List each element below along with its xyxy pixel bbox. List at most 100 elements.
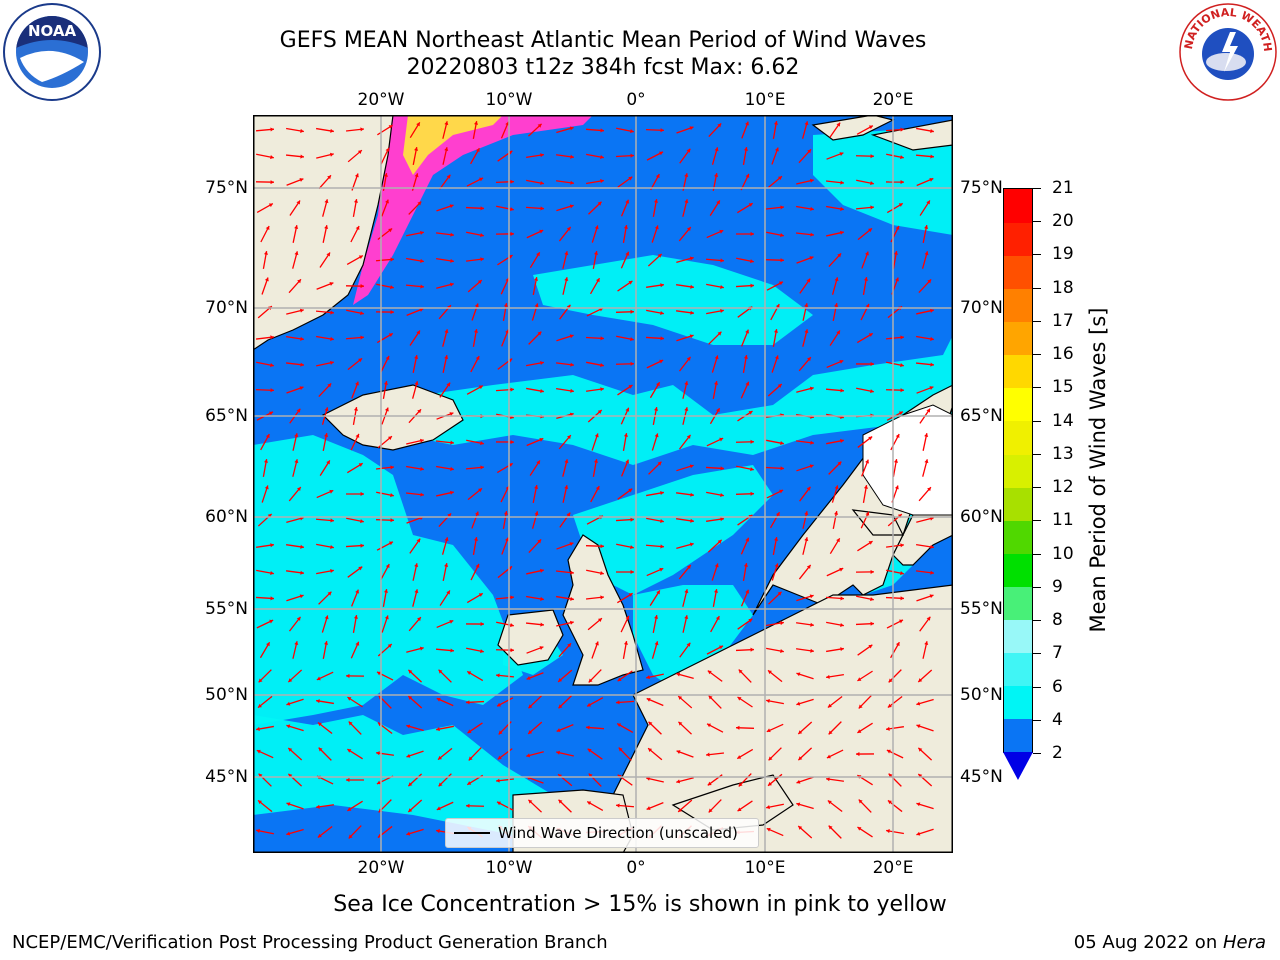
arrow-head (594, 251, 599, 255)
wind-wave-arrow (256, 569, 274, 576)
wind-wave-arrow (438, 773, 452, 787)
wind-wave-arrow (825, 388, 845, 393)
arrow-head (537, 331, 542, 336)
arrow-head (630, 309, 634, 314)
arrow-head (900, 155, 904, 160)
legend-line-swatch (454, 832, 490, 834)
colorbar-tick-label: 16 (1052, 344, 1074, 365)
arrow-head (719, 229, 724, 234)
wind-wave-arrow (646, 491, 664, 497)
arrow-head (449, 282, 454, 287)
arrow-head (316, 804, 320, 809)
arrow-head (870, 181, 874, 186)
wind-wave-arrow (407, 799, 423, 813)
arrow-head (473, 537, 478, 541)
wind-wave-arrow (922, 225, 929, 243)
wind-wave-arrow (588, 201, 602, 215)
arrow-head (810, 206, 814, 211)
colorbar-tick-label: 4 (1052, 709, 1063, 730)
arrow-head (930, 362, 934, 367)
arrow-head (534, 277, 539, 281)
arrow-head (534, 485, 539, 489)
wind-wave-arrow (857, 670, 873, 682)
wind-wave-arrow (375, 257, 395, 262)
wind-wave-arrow (352, 199, 359, 217)
wind-wave-arrow (289, 200, 301, 216)
arrow-head (480, 649, 484, 654)
arrow-head (270, 180, 274, 185)
wind-wave-arrow (377, 124, 393, 136)
wind-wave-arrow (586, 697, 604, 707)
cyan-region (573, 465, 773, 595)
wind-wave-arrow (345, 127, 365, 132)
arrow-head (528, 704, 533, 709)
arrow-head (648, 748, 653, 752)
wind-wave-arrow (856, 179, 874, 186)
wind-wave-arrow (887, 695, 903, 709)
colorbar-tick-label: 18 (1052, 277, 1074, 298)
arrow-head (269, 411, 273, 416)
land-masses (252, 114, 954, 854)
arrow-head (594, 225, 599, 230)
arrow-head (540, 180, 544, 186)
arrow-head (714, 381, 719, 385)
arrow-head (708, 808, 713, 813)
wind-wave-arrow (645, 544, 665, 549)
wind-wave-arrow (795, 648, 815, 653)
wind-wave-arrow (495, 648, 515, 653)
arrow-head (496, 778, 500, 783)
wind-wave-arrow (682, 615, 689, 633)
wind-wave-arrow (886, 153, 904, 160)
arrow-head (416, 122, 420, 127)
arrow-head (750, 647, 754, 652)
arrow-head (898, 411, 903, 416)
arrow-head (678, 721, 683, 726)
arrow-head (748, 203, 753, 207)
wind-wave-arrow (345, 335, 365, 340)
arrow-head (353, 407, 358, 411)
arrow-head (444, 329, 449, 334)
colorbar-tick-label: 15 (1052, 377, 1074, 398)
wind-wave-arrow (436, 282, 454, 289)
wind-wave-arrow (257, 695, 273, 709)
arrow-head (924, 251, 929, 256)
wind-wave-arrow (646, 567, 664, 577)
arrow-head (893, 459, 899, 463)
wind-wave-arrow (711, 147, 719, 165)
wind-wave-arrow (406, 828, 424, 836)
wind-wave-arrow (857, 826, 873, 838)
arrow-head (480, 465, 484, 470)
wind-wave-arrow (677, 695, 693, 709)
arrow-head (743, 355, 748, 359)
arrow-head (840, 647, 844, 652)
arrow-head (600, 595, 604, 600)
lat-label-left-50: 50°N (205, 685, 248, 705)
arrow-head (510, 207, 514, 212)
arrow-head (390, 493, 394, 498)
arrow-head (473, 121, 479, 125)
arrow-head (587, 748, 592, 753)
footer-date-text: 05 Aug 2022 on (1073, 932, 1223, 953)
arrow-head (270, 543, 274, 548)
arrow-head (595, 278, 600, 283)
arrow-head (376, 780, 381, 785)
wind-wave-arrow (555, 154, 575, 159)
wind-wave-arrow (857, 644, 873, 656)
wind-wave-arrow (712, 589, 719, 607)
arrow-head (868, 644, 873, 649)
arrow-head (628, 176, 633, 181)
arrow-head (745, 589, 750, 594)
wind-wave-arrow (767, 773, 783, 787)
wind-wave-arrow (676, 256, 694, 264)
arrow-head (597, 618, 602, 623)
wind-wave-arrow (286, 698, 304, 706)
arrow-head (360, 335, 364, 340)
wind-wave-arrow (675, 310, 695, 315)
arrow-head (625, 407, 630, 412)
arrow-head (270, 571, 274, 576)
arrow-head (505, 121, 510, 126)
wind-wave-arrow (827, 800, 843, 812)
arrow-head (388, 541, 393, 546)
arrow-head (630, 337, 634, 342)
arrow-head (899, 619, 904, 624)
